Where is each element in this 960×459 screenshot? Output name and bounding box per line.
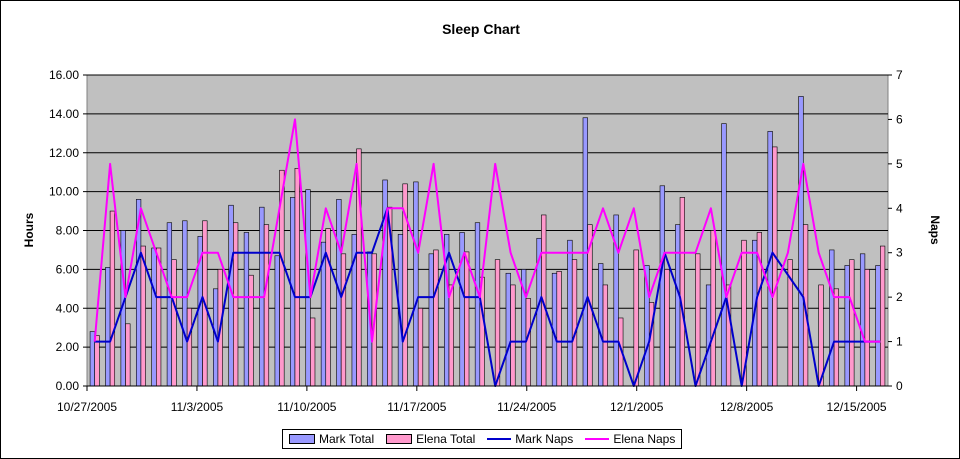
y-tick-label: 8.00 [56, 224, 80, 238]
mark-total-bar [274, 255, 280, 387]
y-tick-label: 12.00 [49, 146, 79, 160]
mark-total-bar [829, 249, 835, 387]
x-tick-label: 11/3/2005 [171, 400, 224, 414]
mark-total-bar [659, 185, 665, 387]
mark-total-bar [567, 239, 573, 387]
y-tick-label: 2.00 [56, 340, 80, 354]
elena-total-bar [510, 284, 516, 387]
y2-axis-label: Naps [928, 215, 942, 245]
y-tick-label: 0.00 [56, 379, 80, 393]
elena-total-bar [94, 335, 100, 387]
elena-total-bar [186, 307, 193, 387]
chart-legend: Mark Total Elena Total Mark Naps Elena N… [282, 429, 683, 449]
y2-tick-label: 2 [896, 290, 903, 304]
elena-total-bar [109, 210, 116, 387]
legend-label-mark-total: Mark Total [319, 432, 375, 446]
y-tick-label: 4.00 [56, 301, 80, 315]
y2-tick-label: 0 [896, 379, 903, 393]
y-axis-label: Hours [22, 212, 36, 247]
mark-total-bar [413, 181, 419, 387]
y2-tick-label: 7 [896, 68, 903, 82]
y2-tick-label: 3 [896, 246, 903, 260]
legend-item-mark-naps: Mark Naps [487, 432, 573, 446]
elena-total-bar [879, 245, 886, 387]
legend-item-elena-naps: Elena Naps [585, 432, 675, 446]
elena-total-bar [156, 247, 162, 387]
mark-total-bar [598, 263, 604, 387]
y2-tick-label: 6 [896, 112, 903, 126]
y-tick-label: 16.00 [49, 68, 79, 82]
legend-label-mark-naps: Mark Naps [515, 432, 574, 446]
elena-total-bar [417, 307, 424, 387]
elena-naps-swatch [585, 438, 610, 440]
mark-total-bar [798, 96, 804, 387]
elena-total-bar [310, 317, 316, 387]
elena-total-bar [233, 222, 239, 387]
elena-total-bar [571, 259, 578, 387]
mark-total-swatch [289, 434, 315, 444]
mark-total-bar [151, 247, 157, 387]
elena-total-bar [772, 146, 778, 387]
elena-total-bar [248, 274, 254, 387]
x-tick-label: 11/17/2005 [387, 400, 446, 414]
y2-tick-label: 5 [896, 157, 903, 171]
elena-total-bar [818, 284, 824, 387]
mark-naps-swatch [487, 438, 512, 440]
y-tick-label: 14.00 [49, 107, 79, 121]
mark-total-bar [505, 272, 511, 387]
x-tick-label: 12/8/2005 [720, 400, 774, 414]
elena-total-bar [864, 269, 870, 387]
mark-total-bar [243, 232, 250, 387]
mark-total-bar [474, 222, 481, 387]
elena-total-bar [710, 230, 716, 387]
legend-item-elena-total: Elena Total [386, 432, 475, 446]
legend-label-elena-total: Elena Total [416, 432, 476, 446]
y-tick-label: 10.00 [49, 185, 79, 199]
legend-label-elena-naps: Elena Naps [613, 432, 676, 446]
x-tick-label: 10/27/2005 [57, 400, 117, 414]
x-tick-label: 12/15/2005 [827, 400, 887, 414]
mark-total-bar [675, 224, 681, 387]
mark-total-bar [105, 267, 111, 387]
elena-total-bar [294, 168, 300, 387]
elena-total-swatch [386, 434, 413, 444]
mark-total-bar [721, 123, 727, 387]
elena-total-bar [602, 284, 608, 387]
elena-total-bar [263, 224, 270, 387]
mark-total-bar [875, 265, 881, 387]
elena-total-bar [556, 271, 562, 387]
elena-total-bar [125, 323, 131, 387]
elena-total-bar [633, 249, 639, 387]
elena-total-bar [833, 288, 840, 387]
elena-total-bar [664, 269, 670, 387]
elena-total-bar [464, 251, 470, 387]
x-tick-label: 11/24/2005 [497, 400, 556, 414]
mark-total-bar [844, 265, 850, 387]
elena-naps-line [93, 118, 881, 343]
elena-total-bar [340, 253, 347, 387]
elena-total-bar [433, 249, 439, 387]
x-tick-label: 12/1/2005 [610, 400, 664, 414]
x-tick-label: 11/10/2005 [277, 400, 336, 414]
mark-total-bar [166, 222, 173, 387]
elena-total-bar [494, 259, 501, 387]
chart-title: Sleep Chart [442, 21, 520, 37]
mark-total-bar [182, 220, 188, 387]
mark-total-bar [428, 253, 434, 387]
elena-total-bar [849, 259, 855, 387]
y-tick-label: 6.00 [56, 262, 80, 276]
mark-total-bar [705, 284, 712, 387]
y2-tick-label: 1 [896, 335, 903, 349]
elena-total-bar [679, 197, 685, 387]
elena-total-bar [448, 284, 454, 387]
elena-total-bar [695, 253, 701, 387]
elena-total-bar [171, 259, 177, 387]
mark-total-bar [859, 253, 866, 387]
legend-item-mark-total: Mark Total [289, 432, 374, 446]
y2-tick-label: 4 [896, 201, 903, 215]
